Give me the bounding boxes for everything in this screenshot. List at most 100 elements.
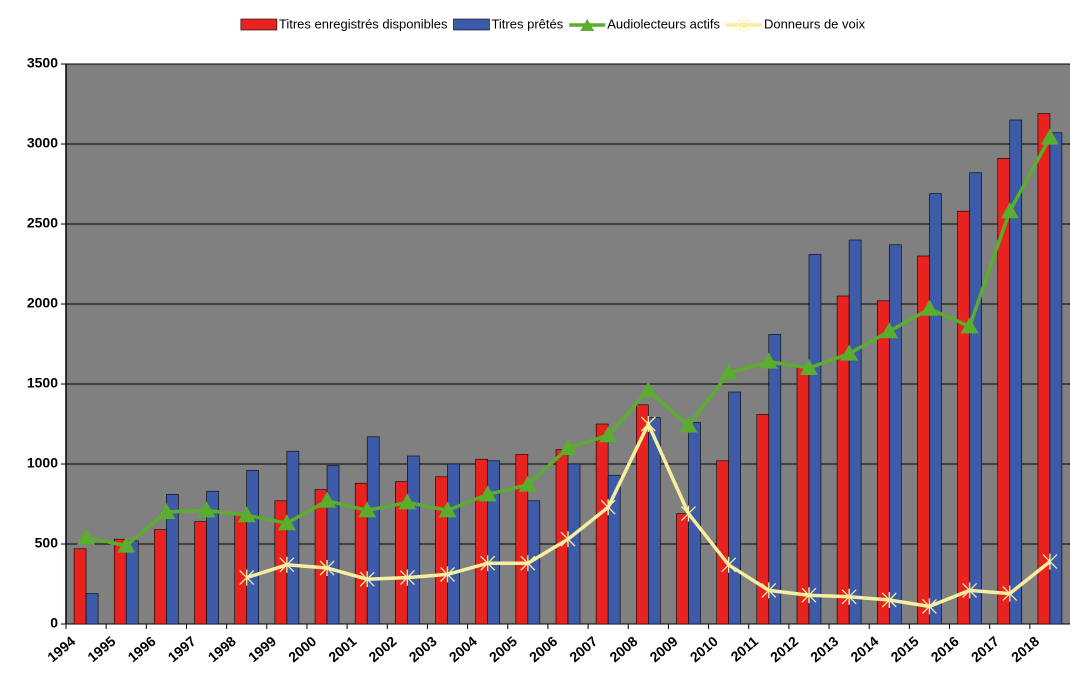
bar xyxy=(326,465,340,625)
marker xyxy=(759,352,778,369)
bar xyxy=(366,436,380,625)
bar xyxy=(125,540,139,625)
bar xyxy=(607,474,621,625)
x-tick-label: 1999 xyxy=(245,633,279,665)
y-tick-label: 2000 xyxy=(27,295,58,311)
marker xyxy=(681,505,696,522)
x-tick-label: 2000 xyxy=(285,633,319,665)
x-tick-label: 2016 xyxy=(928,633,962,665)
bar xyxy=(435,476,448,625)
marker xyxy=(721,556,737,573)
bar xyxy=(876,300,890,625)
x-tick-label: 2011 xyxy=(727,633,761,665)
x-tick-label: 2010 xyxy=(687,633,721,665)
x-tick-label: 1998 xyxy=(205,633,239,665)
x-tick-label: 2005 xyxy=(486,633,520,665)
marker xyxy=(77,528,96,545)
x-tick-label: 2007 xyxy=(566,633,600,665)
bar xyxy=(836,295,850,625)
x-tick-label: 1995 xyxy=(84,633,118,665)
marker xyxy=(237,506,256,523)
marker xyxy=(801,587,817,604)
bar xyxy=(73,548,87,625)
marker xyxy=(880,322,899,339)
bar xyxy=(957,210,970,625)
marker xyxy=(398,493,417,510)
marker xyxy=(921,598,937,615)
marker xyxy=(117,536,136,553)
legend-marker xyxy=(580,19,595,31)
marker xyxy=(358,501,377,518)
y-tick-label: 0 xyxy=(50,615,58,631)
bar xyxy=(194,521,207,625)
marker xyxy=(279,556,295,573)
x-tick-label: 2012 xyxy=(767,633,801,665)
bar xyxy=(1009,119,1023,625)
x-tick-label: 2002 xyxy=(365,633,399,665)
x-tick-label: 2014 xyxy=(847,633,881,665)
bar xyxy=(676,513,689,625)
y-tick-label: 3500 xyxy=(27,55,58,71)
x-tick-label: 2001 xyxy=(325,633,359,665)
legend-label: Donneurs de voix xyxy=(764,16,866,31)
bar xyxy=(487,460,500,625)
bar xyxy=(286,450,300,625)
bar xyxy=(716,460,729,625)
bar xyxy=(234,514,248,625)
marker xyxy=(319,560,335,576)
marker xyxy=(679,416,698,433)
x-tick-label: 2006 xyxy=(526,633,560,665)
bar xyxy=(1037,113,1051,625)
x-tick-label: 1997 xyxy=(165,633,199,665)
marker xyxy=(960,317,979,334)
y-tick-label: 1500 xyxy=(27,375,58,391)
marker xyxy=(197,501,216,518)
marker xyxy=(478,485,497,502)
x-tick-label: 2008 xyxy=(606,633,640,665)
x-tick-label: 2017 xyxy=(968,633,1002,665)
bar xyxy=(728,391,741,625)
bar xyxy=(929,193,942,625)
marker xyxy=(599,426,618,443)
x-tick-label: 2004 xyxy=(446,633,480,665)
bar xyxy=(85,593,99,625)
marker xyxy=(520,555,536,572)
marker xyxy=(518,475,537,492)
marker xyxy=(438,501,457,518)
bar xyxy=(447,463,460,625)
bar xyxy=(567,463,581,625)
bar xyxy=(969,172,982,625)
marker xyxy=(157,503,176,519)
marker xyxy=(359,571,375,588)
bar xyxy=(888,244,902,625)
bar xyxy=(808,254,822,625)
x-tick-label: 2003 xyxy=(406,633,440,665)
bar xyxy=(1049,132,1063,625)
x-tick-label: 1996 xyxy=(124,633,158,665)
marker xyxy=(1042,553,1058,570)
marker xyxy=(239,569,255,586)
legend-label: Audiolecteurs actifs xyxy=(607,16,720,31)
bar xyxy=(475,458,488,625)
x-tick-label: 2009 xyxy=(647,633,681,665)
legend: Titres enregistrés disponibles Titres prê… xyxy=(240,16,866,32)
bar xyxy=(595,423,609,625)
y-tick-label: 3000 xyxy=(27,135,58,151)
x-tick-label: 2013 xyxy=(807,633,841,665)
marker xyxy=(559,439,577,455)
marker xyxy=(881,592,897,608)
legend-label: Titres prêtés xyxy=(491,16,563,31)
marker xyxy=(1000,202,1019,219)
marker xyxy=(399,569,415,586)
marker xyxy=(277,514,296,531)
marker xyxy=(761,582,777,599)
legend-swatch xyxy=(453,18,490,31)
bar xyxy=(848,239,862,625)
marker xyxy=(480,555,496,572)
marker xyxy=(1002,585,1018,602)
marker xyxy=(920,299,939,316)
bar xyxy=(407,455,420,625)
marker xyxy=(560,531,576,548)
legend-label: Titres enregistrés disponibles xyxy=(279,16,448,31)
